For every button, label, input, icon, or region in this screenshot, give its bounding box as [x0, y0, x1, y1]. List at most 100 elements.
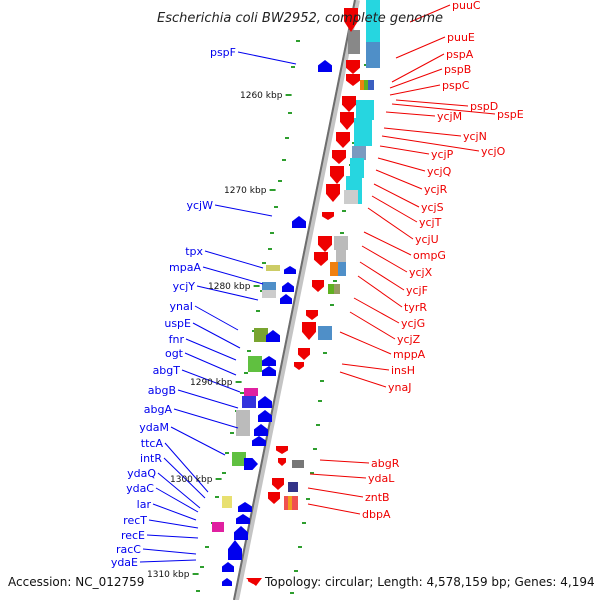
- right-gene-label[interactable]: ycjO: [481, 145, 506, 158]
- gene-arrow[interactable]: [236, 514, 250, 524]
- right-gene-label[interactable]: ycjN: [463, 130, 487, 143]
- left-gene-label[interactable]: abgA: [144, 403, 173, 416]
- gene-arrow[interactable]: [330, 166, 344, 184]
- gene-arrow[interactable]: [322, 212, 334, 220]
- right-gene-label[interactable]: ycjT: [419, 216, 442, 229]
- right-gene-label[interactable]: puuE: [447, 31, 475, 44]
- left-gene-label[interactable]: ydaM: [139, 421, 169, 434]
- left-gene-label[interactable]: intR: [140, 452, 162, 465]
- gene-arrow[interactable]: [312, 280, 324, 292]
- gene-arrow[interactable]: [276, 446, 288, 454]
- left-gene-label[interactable]: ydaQ: [127, 467, 156, 480]
- left-gene-label[interactable]: tpx: [185, 245, 203, 258]
- right-gene-label[interactable]: ycjZ: [397, 333, 421, 346]
- right-gene-label[interactable]: tyrR: [404, 301, 427, 314]
- right-gene-label[interactable]: pspC: [442, 79, 470, 92]
- left-gene-label[interactable]: ycjY: [173, 280, 196, 293]
- left-gene-label[interactable]: pspF: [210, 46, 236, 59]
- right-gene-label[interactable]: abgR: [371, 457, 400, 470]
- gene-arrow[interactable]: [314, 252, 328, 266]
- right-gene-label[interactable]: ycjU: [415, 233, 439, 246]
- gene-arrow[interactable]: [262, 366, 276, 376]
- left-gene-label[interactable]: ycjW: [187, 199, 214, 212]
- gene-arrow[interactable]: [258, 410, 272, 422]
- left-gene-label[interactable]: mpaA: [169, 261, 201, 274]
- left-gene-label[interactable]: lar: [137, 498, 152, 511]
- gene-arrow[interactable]: [280, 294, 292, 304]
- left-gene-label[interactable]: ydaC: [126, 482, 154, 495]
- gene-arrow[interactable]: [318, 236, 332, 252]
- right-gene-label[interactable]: ompG: [413, 249, 446, 262]
- left-gene-label[interactable]: racC: [116, 543, 141, 556]
- gene-arrow[interactable]: [282, 282, 294, 292]
- gene-arrow[interactable]: [294, 362, 304, 370]
- gene-arrow[interactable]: [344, 8, 358, 32]
- right-gene-label[interactable]: ycjQ: [427, 165, 452, 178]
- right-gene-label[interactable]: ycjG: [401, 317, 425, 330]
- right-leader-line: [339, 371, 387, 388]
- right-gene-label[interactable]: ycjX: [409, 266, 433, 279]
- gene-arrow[interactable]: [306, 310, 318, 320]
- tick-mark: [268, 248, 272, 250]
- gene-arrow[interactable]: [340, 112, 354, 130]
- feature-block: [232, 452, 246, 466]
- gene-arrow[interactable]: [342, 96, 356, 112]
- left-gene-label[interactable]: ydaE: [111, 556, 138, 569]
- right-gene-label[interactable]: puuC: [452, 0, 481, 12]
- gene-arrow[interactable]: [234, 526, 248, 540]
- left-gene-label[interactable]: ynaI: [170, 300, 193, 313]
- left-gene-label[interactable]: abgB: [148, 384, 176, 397]
- gene-arrow[interactable]: [222, 562, 234, 572]
- gene-arrow[interactable]: [266, 330, 280, 342]
- right-gene-label[interactable]: ycjF: [406, 284, 428, 297]
- feature-block: [248, 356, 262, 372]
- left-gene-label[interactable]: fnr: [169, 333, 185, 346]
- right-gene-label[interactable]: pspB: [444, 63, 471, 76]
- gene-arrow[interactable]: [244, 458, 258, 470]
- gene-arrow[interactable]: [332, 150, 346, 164]
- right-gene-label[interactable]: ydaL: [368, 472, 395, 485]
- gene-arrow[interactable]: [346, 74, 360, 86]
- right-gene-label[interactable]: ycjP: [431, 148, 454, 161]
- gene-arrow[interactable]: [258, 396, 272, 408]
- gene-arrow[interactable]: [222, 578, 232, 586]
- right-gene-label[interactable]: ycjS: [421, 201, 444, 214]
- left-gene-label[interactable]: abgT: [153, 364, 181, 377]
- gene-arrow[interactable]: [318, 60, 332, 72]
- gene-arrow[interactable]: [238, 502, 252, 512]
- left-leader-line: [214, 204, 273, 217]
- gene-arrow[interactable]: [326, 184, 340, 202]
- right-gene-label[interactable]: ycjM: [437, 110, 462, 123]
- right-gene-label[interactable]: insH: [391, 364, 415, 377]
- gene-arrow[interactable]: [302, 322, 316, 340]
- gene-arrow[interactable]: [278, 458, 286, 466]
- gene-arrow[interactable]: [254, 424, 268, 436]
- right-gene-label[interactable]: dbpA: [362, 508, 391, 521]
- right-gene-label[interactable]: zntB: [365, 491, 390, 504]
- gene-arrow[interactable]: [252, 436, 266, 446]
- left-gene-label[interactable]: recE: [121, 529, 145, 542]
- right-gene-label[interactable]: pspE: [497, 108, 524, 121]
- right-gene-label[interactable]: ycjR: [424, 183, 448, 196]
- gene-arrow[interactable]: [228, 540, 242, 560]
- left-gene-label[interactable]: uspE: [164, 317, 191, 330]
- gene-arrow[interactable]: [284, 266, 296, 274]
- feature-block: [348, 30, 360, 54]
- right-gene-label[interactable]: ynaJ: [388, 381, 411, 394]
- gene-arrow[interactable]: [298, 348, 310, 360]
- left-gene-label[interactable]: ttcA: [141, 437, 164, 450]
- left-gene-label[interactable]: recT: [123, 514, 147, 527]
- gene-arrow[interactable]: [336, 132, 350, 148]
- right-gene-label[interactable]: pspD: [470, 100, 498, 113]
- gene-arrow[interactable]: [268, 492, 280, 504]
- gene-arrow[interactable]: [292, 216, 306, 228]
- gene-arrow[interactable]: [346, 60, 360, 74]
- right-gene-label[interactable]: pspA: [446, 48, 474, 61]
- left-leader-line: [146, 534, 199, 539]
- tick-mark: [330, 304, 334, 306]
- feature-block: [266, 265, 280, 271]
- gene-arrow[interactable]: [272, 478, 284, 490]
- left-gene-label[interactable]: ogt: [165, 347, 184, 360]
- right-gene-label[interactable]: mppA: [393, 348, 426, 361]
- gene-arrow[interactable]: [262, 356, 276, 366]
